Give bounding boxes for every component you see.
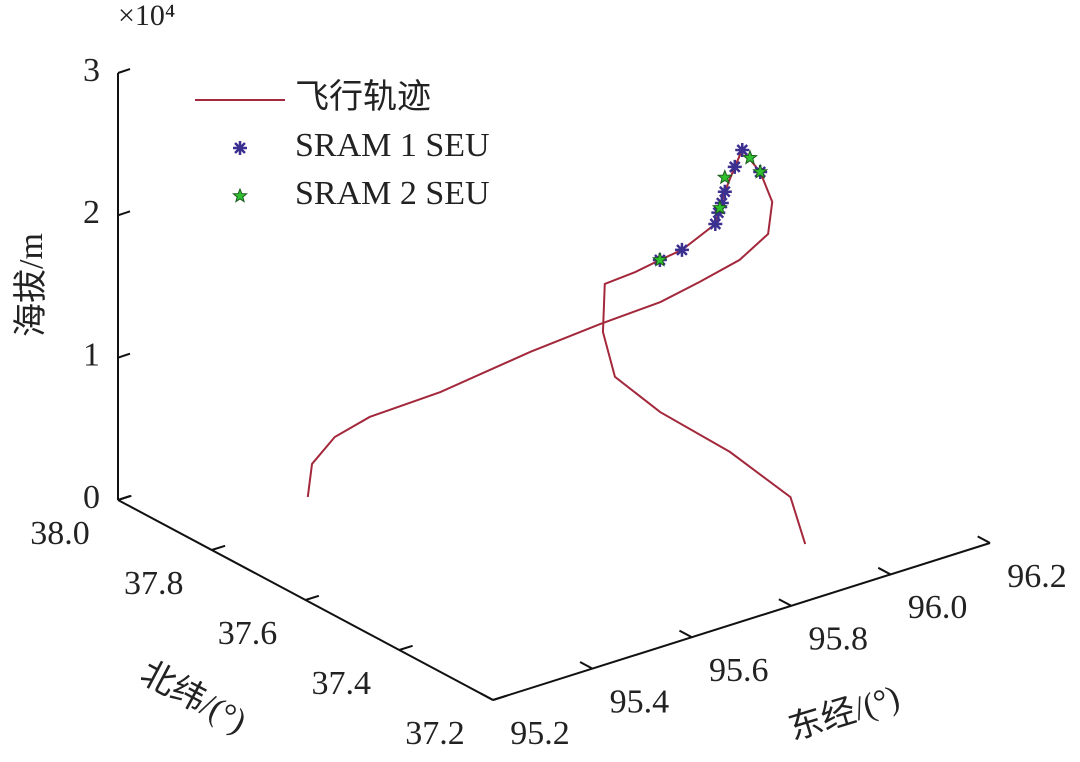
y-tick	[492, 694, 507, 701]
x-tick	[877, 566, 892, 576]
seu-marker	[674, 242, 689, 257]
z-tick-label: 3	[83, 52, 100, 89]
x-tick	[480, 692, 494, 701]
y-tick-label: 37.6	[218, 615, 278, 652]
z-tick-label: 2	[83, 194, 100, 231]
x-tick	[977, 535, 991, 544]
z-tick-label: 0	[83, 479, 100, 516]
seu-marker	[651, 251, 668, 267]
seu-marker	[716, 169, 733, 185]
x-tick-label: 96.2	[1007, 558, 1067, 595]
y-tick-label: 38.0	[30, 515, 90, 552]
x-tick	[678, 629, 693, 639]
legend-swatch	[232, 187, 248, 203]
z-tick	[117, 495, 131, 501]
seu-marker	[735, 142, 750, 157]
seu-marker	[711, 205, 726, 220]
legend-label: SRAM 2 SEU	[295, 175, 490, 212]
seu-marker	[752, 163, 769, 179]
x-tick	[778, 598, 792, 607]
y-tick	[211, 544, 226, 551]
z-tick	[117, 68, 131, 74]
z-tick	[117, 352, 131, 359]
z-multiplier: ×10⁴	[118, 0, 175, 32]
y-tick-label: 37.2	[405, 715, 465, 752]
x-tick-label: 96.0	[908, 589, 968, 626]
y-tick	[398, 644, 413, 651]
y-tick-label: 37.4	[312, 665, 372, 702]
z-tick-label: 1	[83, 336, 100, 373]
x-tick-label: 95.2	[510, 715, 570, 752]
y-tick	[305, 594, 320, 601]
x-tick-label: 95.6	[709, 652, 769, 689]
z-tick	[117, 210, 131, 217]
x-tick-label: 95.4	[610, 683, 670, 720]
x-axis-line	[492, 542, 991, 701]
seu-marker	[711, 199, 728, 215]
seu-marker	[714, 196, 729, 211]
z-axis-label: 海拔/m	[12, 233, 50, 337]
legend-label: 飞行轨迹	[295, 78, 431, 116]
y-tick-label: 37.8	[124, 565, 184, 602]
seu-marker	[741, 149, 758, 165]
legend-swatch	[233, 141, 247, 155]
legend-label: SRAM 1 SEU	[295, 127, 490, 164]
seu-marker	[708, 216, 723, 231]
x-tick-label: 95.8	[808, 621, 868, 658]
seu-marker	[727, 159, 742, 174]
seu-marker	[717, 184, 732, 199]
x-tick	[579, 661, 593, 670]
